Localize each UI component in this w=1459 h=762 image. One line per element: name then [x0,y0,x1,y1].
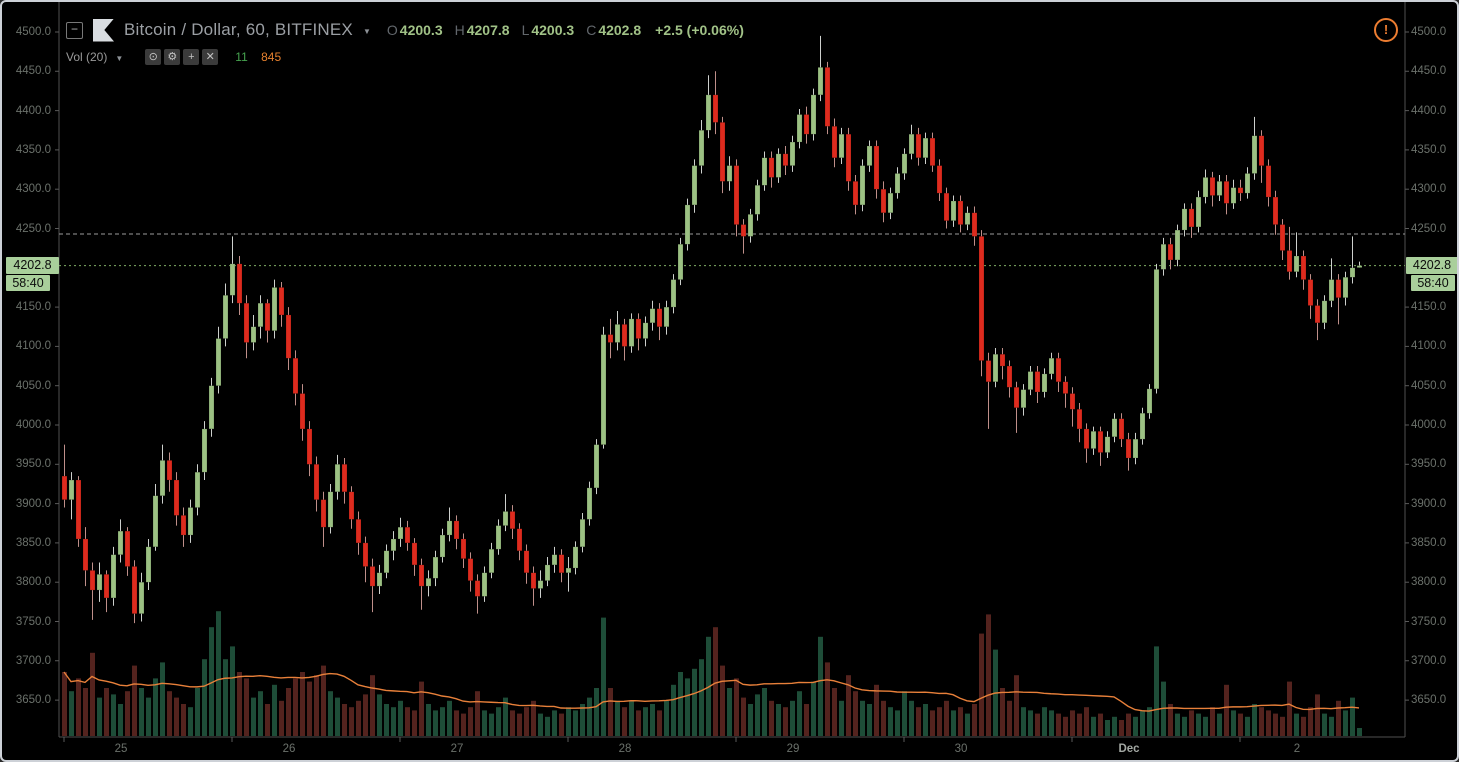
ohlc-readout: O 4200.3 H 4207.8 L 4200.3 C 4202.8 +2.5 (+0… [387,22,744,38]
price-axis-label: 4250.0 [15,222,51,235]
price-axis-label: 4450.0 [1411,65,1447,78]
price-axis-label: 4050.0 [1411,379,1447,392]
low-label: L [521,22,530,38]
price-axis-label: 3850.0 [15,536,51,549]
price-axis-label: 4500.0 [15,26,51,38]
price-axis-label: 3950.0 [15,458,51,471]
high-label: H [454,22,465,38]
volume-ma-value: 845 [261,50,282,64]
price-lines [59,233,1405,267]
chevron-down-icon[interactable]: ▼ [115,53,124,63]
price-axis-label: 3650.0 [15,694,51,707]
price-axis-label: 4150.0 [15,301,51,314]
bar-countdown-left: 58:40 [6,275,50,292]
price-axis-label: 3950.0 [1411,458,1447,471]
price-axis-label: 4100.0 [15,340,51,353]
open-label: O [386,22,398,38]
time-axis-label: 2 [1293,743,1301,755]
current-price-badge-right: 4202.8 [1406,256,1457,274]
price-axis-label: 4350.0 [1411,143,1447,156]
price-axis-label: 4400.0 [1411,104,1447,117]
price-axis-label: 3800.0 [15,576,51,589]
visibility-icon[interactable]: ⊙ [145,49,162,65]
price-axis-label: 3750.0 [15,615,51,628]
indicator-toolbar: ⊙ ⚙ + ✕ [145,49,221,65]
add-icon[interactable]: + [183,49,200,65]
time-axis[interactable]: 25 26 27 28 29 30 Dec 2 [59,737,1405,760]
volume-ma-line [63,671,1360,712]
price-axis-label: 3900.0 [1411,497,1447,510]
indicator-values: 11 845 [235,50,281,64]
axis-lines [55,2,1409,742]
close-label: C [586,22,597,38]
symbol-logo-icon [93,18,114,42]
time-axis-label: Dec [1118,743,1140,755]
price-axis-label: 4000.0 [1411,419,1447,431]
low-value: 4200.3 [531,22,575,38]
chart-legend-row: − Bitcoin / Dollar, 60, BITFINEX ▼ O 4200… [66,17,744,43]
price-axis-label: 4050.0 [15,379,51,392]
open-value: 4200.3 [399,22,443,38]
price-axis-label: 4000.0 [15,419,51,431]
price-axis-label: 4100.0 [1411,340,1447,353]
price-axis-label: 4450.0 [15,65,51,78]
warning-icon[interactable]: ! [1374,18,1398,42]
current-price-badge-left: 4202.8 [6,256,59,274]
price-axis-label: 4400.0 [15,104,51,117]
volume-series [62,611,1362,736]
time-axis-label: 27 [450,743,464,755]
high-value: 4207.8 [466,22,510,38]
time-axis-label: 25 [114,743,128,755]
close-icon[interactable]: ✕ [202,49,219,65]
price-axis-label: 4300.0 [1411,183,1447,196]
price-axis-label: 4250.0 [1411,222,1447,235]
gear-icon[interactable]: ⚙ [164,49,181,65]
time-axis-label: 29 [786,743,800,755]
price-axis-label: 3700.0 [15,654,51,667]
price-axis-label: 3650.0 [1411,694,1447,707]
price-axis-label: 3700.0 [1411,654,1447,667]
chevron-down-icon[interactable]: ▼ [362,26,371,36]
volume-value: 11 [235,50,248,64]
symbol-title[interactable]: Bitcoin / Dollar, 60, BITFINEX [124,20,353,39]
price-axis-label: 4350.0 [15,143,51,156]
price-axis-label: 3800.0 [1411,576,1447,589]
price-axis-label: 3900.0 [15,497,51,510]
change-value: +2.5 (+0.06%) [655,22,744,38]
volume-indicator-label[interactable]: Vol (20) [66,50,108,64]
price-axis-label: 3850.0 [1411,536,1447,549]
price-axis-label: 3750.0 [1411,615,1447,628]
candlestick-series [61,35,1363,624]
right-price-axis[interactable]: 4500.0 4450.0 4400.0 4350.0 4300.0 4250.0 4150… [1405,2,1457,737]
bar-countdown-right: 58:40 [1411,275,1455,292]
indicator-legend-row: Vol (20) ▼ ⊙ ⚙ + ✕ 11 845 [66,48,281,66]
close-value: 4202.8 [598,22,642,38]
price-axis-label: 4150.0 [1411,301,1447,314]
price-axis-label: 4500.0 [1411,26,1447,38]
price-axis-label: 4300.0 [15,183,51,196]
time-axis-label: 28 [618,743,632,755]
time-axis-label: 26 [282,743,296,755]
left-price-axis[interactable]: 4500.0 4450.0 4400.0 4350.0 4300.0 4250.0 4150… [2,2,59,737]
time-axis-label: 30 [954,743,968,755]
collapse-legend-button[interactable]: − [66,21,83,39]
